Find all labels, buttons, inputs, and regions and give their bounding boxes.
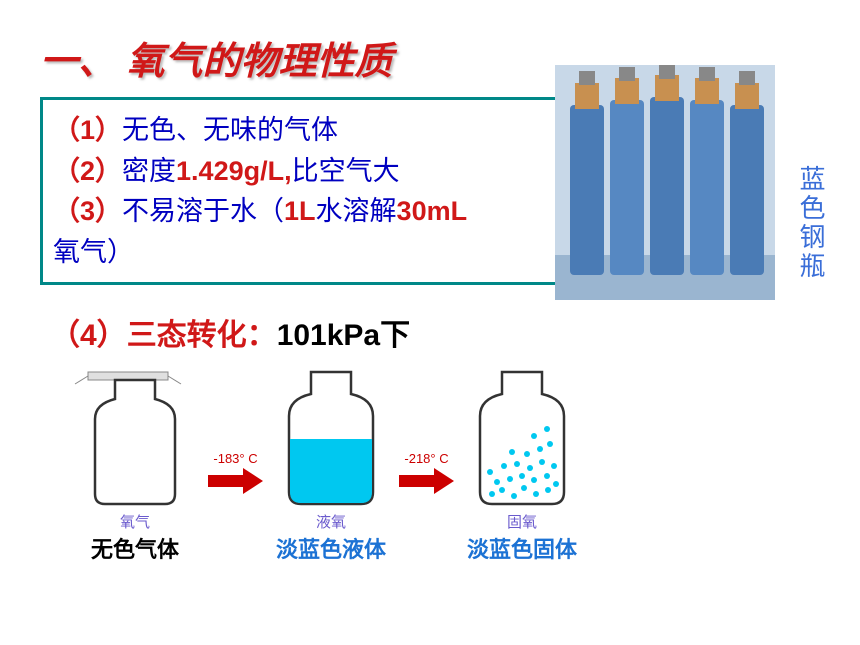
- gas-cylinders-image: [555, 65, 775, 300]
- prop2-text-b: 比空气大: [292, 156, 400, 186]
- property-line-2: （2）密度1.429g/L,比空气大: [53, 151, 547, 192]
- arrow-right-icon: [399, 468, 454, 494]
- prop2-text-a: 密度: [122, 156, 176, 186]
- property-line-4: （4）三态转化：101kPa下: [40, 310, 820, 354]
- property-line-3: （3）不易溶于水（1L水溶解30mL 氧气）: [53, 191, 547, 272]
- flask-solid-icon: [462, 364, 582, 509]
- arrow-right-icon: [208, 468, 263, 494]
- prop3-val-a: 1L: [284, 196, 316, 226]
- prop4-suffix: 下: [380, 319, 410, 352]
- prop4-num: （4）: [50, 319, 127, 352]
- arrow-1: -183° C: [208, 451, 263, 494]
- cylinder-label: 蓝色钢瓶: [793, 165, 830, 281]
- flask-liquid-group: 液氧 淡蓝色液体: [271, 364, 391, 564]
- prop4-val: 101kPa: [277, 319, 380, 352]
- flask-liquid-icon: [271, 364, 391, 509]
- flask-liquid-label-bottom: 淡蓝色液体: [276, 532, 386, 564]
- prop2-val: 1.429g/L,: [176, 156, 292, 186]
- prop1-text: 无色、无味的气体: [122, 115, 338, 145]
- prop3-num: （3）: [53, 196, 122, 226]
- arrow-1-temp: -183° C: [213, 451, 257, 466]
- prop3-text-b: 水溶解: [316, 196, 397, 226]
- flask-gas-label-bottom: 无色气体: [91, 532, 179, 564]
- flask-solid-label-bottom: 淡蓝色固体: [467, 532, 577, 564]
- prop4-txt: 三态转化：: [127, 319, 277, 352]
- flask-gas-icon: [70, 364, 200, 509]
- phase-diagrams: 氧气 无色气体 -183° C 液氧 淡蓝色液体 -218° C: [40, 364, 820, 564]
- flask-liquid-label-top: 液氧: [316, 511, 346, 532]
- flask-gas-label-top: 氧气: [120, 511, 150, 532]
- arrow-2: -218° C: [399, 451, 454, 494]
- flask-solid-group: 固氧 淡蓝色固体: [462, 364, 582, 564]
- prop3-text-a: 不易溶于水（: [122, 196, 284, 226]
- properties-box: （1）无色、无味的气体 （2）密度1.429g/L,比空气大 （3）不易溶于水（…: [40, 97, 560, 285]
- flask-gas-group: 氧气 无色气体: [70, 364, 200, 564]
- arrow-2-temp: -218° C: [404, 451, 448, 466]
- prop3-text-c: 氧气）: [53, 237, 134, 267]
- property-line-1: （1）无色、无味的气体: [53, 110, 547, 151]
- prop1-num: （1）: [53, 115, 122, 145]
- flask-solid-label-top: 固氧: [507, 511, 537, 532]
- prop3-val-b: 30mL: [397, 196, 468, 226]
- prop2-num: （2）: [53, 156, 122, 186]
